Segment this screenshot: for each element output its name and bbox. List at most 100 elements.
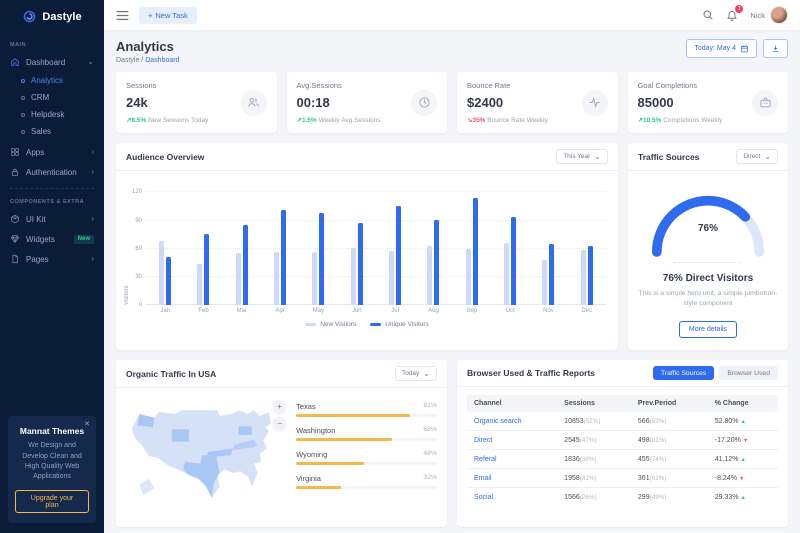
sidebar-item-dashboard[interactable]: Dashboard ⌄: [0, 52, 104, 72]
new-task-button[interactable]: + New Task: [139, 6, 197, 24]
bar-group: Aug: [414, 183, 452, 314]
state-percent: 32%: [423, 474, 437, 482]
state-name: Washington: [296, 426, 336, 436]
bar-group: Jan: [146, 183, 184, 314]
chevron-down-icon: ⌄: [764, 151, 771, 161]
table-row: Social 1566(26%) 299(49%) 29.33% ▲: [474, 493, 746, 501]
organic-traffic-card: Organic Traffic In USA Today ⌄: [116, 360, 447, 528]
state-alaska: [139, 479, 155, 496]
channel-link[interactable]: Email: [474, 474, 492, 482]
notification-badge: 1: [735, 5, 744, 13]
column-header: Channel: [467, 395, 558, 413]
tab-browser-used[interactable]: Browser Used: [719, 366, 778, 381]
stat-title: Sessions: [126, 81, 157, 90]
channel-link[interactable]: Social: [474, 493, 494, 501]
avatar: [770, 6, 788, 24]
tab-traffic-sources[interactable]: Traffic Sources: [652, 366, 715, 381]
stat-card-bounce-rate: Bounce Rate $2400 ↘35% Bounce Rate Weekl…: [457, 72, 618, 133]
sidebar-item-sales[interactable]: Sales: [0, 123, 104, 140]
progress-bar: [296, 486, 342, 490]
promo-text: We Design and Develop Clean and High Qua…: [22, 442, 82, 480]
search-button[interactable]: [702, 9, 714, 21]
sidebar-item-helpdesk[interactable]: Helpdesk: [0, 106, 104, 123]
stat-title: Goal Completions: [637, 81, 698, 90]
chevron-right-icon: ›: [91, 254, 94, 263]
user-menu[interactable]: Nick: [750, 6, 788, 24]
stat-card-goal-completions: Goal Completions 85000 ↗10.5% Completion…: [627, 72, 788, 133]
sidebar-item-label: Authentication: [26, 167, 77, 177]
chevron-right-icon: ›: [91, 214, 94, 223]
search-icon: [703, 10, 714, 20]
trend-caret-icon: ▲: [740, 494, 746, 501]
state-washington: [137, 414, 155, 428]
head-actions: Today: May 4: [686, 39, 788, 58]
channel-link[interactable]: Direct: [474, 436, 493, 444]
bar-group: Oct: [491, 183, 529, 314]
state-name: Wyoming: [296, 450, 328, 460]
card-title: Organic Traffic In USA: [126, 368, 217, 379]
bar-group: Feb: [184, 183, 222, 314]
brand[interactable]: Dastyle: [0, 0, 104, 34]
breadcrumb-current[interactable]: Dashboard: [145, 57, 180, 64]
brand-name: Dastyle: [42, 10, 82, 23]
bar-group: May: [299, 183, 337, 314]
chevron-down-icon: ⌄: [87, 57, 94, 66]
channel-link[interactable]: Referal: [474, 455, 497, 463]
page-content: Analytics Dastyle / Dashboard Today: May…: [104, 30, 800, 533]
date-range-button[interactable]: Today: May 4: [686, 39, 757, 58]
close-icon[interactable]: ✕: [84, 421, 90, 429]
stat-desc: Completions Weekly: [663, 117, 723, 124]
zoom-out-button[interactable]: −: [273, 417, 287, 431]
state-wyoming: [171, 429, 189, 443]
state-name: Virginia: [296, 474, 321, 484]
download-report-button[interactable]: [763, 39, 788, 58]
bullet-icon: [21, 112, 25, 117]
zoom-in-button[interactable]: +: [273, 400, 287, 414]
list-item: Wyoming 48%: [296, 450, 437, 466]
trend-caret-icon: ▼: [738, 475, 745, 482]
lock-icon: [11, 168, 19, 176]
dastyle-logo-icon: [24, 10, 36, 23]
state-pennsylvania: [238, 426, 252, 436]
channel-link[interactable]: Organic search: [474, 417, 522, 425]
table-row: Organic search 10853(52%) 566(92%) 52.80…: [467, 412, 778, 432]
progress-bar: [296, 462, 364, 466]
chevron-down-icon: ⌄: [594, 151, 601, 161]
trend-icon: ↗: [126, 117, 132, 124]
bar-group: Dec: [568, 183, 606, 314]
breadcrumb: Dastyle / Dashboard: [116, 57, 179, 64]
sidebar-item-analytics[interactable]: Analytics: [0, 72, 104, 89]
sidebar-item-ui-kit[interactable]: UI Kit ›: [0, 209, 104, 229]
trend-icon: ↗: [296, 117, 302, 124]
stat-value: 00:18: [296, 95, 330, 110]
menu-toggle-icon[interactable]: [116, 10, 129, 21]
list-item: Texas 81%: [296, 402, 437, 418]
sidebar-item-widgets[interactable]: Widgets New: [0, 229, 104, 249]
bullet-icon: [21, 129, 25, 134]
upgrade-plan-button[interactable]: Upgrade your plan: [15, 490, 89, 513]
organic-filter-select[interactable]: Today ⌄: [394, 366, 437, 382]
nav-section-components: COMPONENTS & EXTRA: [10, 199, 85, 205]
sidebar-item-apps[interactable]: Apps ›: [0, 142, 104, 162]
home-icon: [11, 58, 19, 66]
gauge-value-arc: [652, 196, 764, 257]
notifications-button[interactable]: 1: [726, 5, 744, 21]
more-details-button[interactable]: More details: [678, 321, 738, 339]
sidebar-item-pages[interactable]: Pages ›: [0, 249, 104, 269]
sidebar-item-crm[interactable]: CRM: [0, 89, 104, 106]
column-header: Prev.Period: [630, 395, 708, 413]
list-item: Virginia 32%: [296, 474, 437, 490]
traffic-filter-select[interactable]: Direct ⌄: [736, 149, 778, 164]
sub-item-label: CRM: [31, 93, 50, 102]
stat-value: $2400: [467, 95, 504, 110]
user-name: Nick: [750, 10, 765, 20]
breadcrumb-root[interactable]: Dastyle: [116, 57, 140, 64]
sidebar-item-authentication[interactable]: Authentication ›: [0, 162, 104, 182]
download-icon: [772, 45, 779, 52]
stat-value: 85000: [637, 95, 674, 110]
audience-filter-select[interactable]: This Year ⌄: [556, 149, 608, 164]
table-row: Direct 2545(47%) 498(81%) -17.20% ▼: [467, 430, 778, 451]
state-percent: 48%: [423, 450, 437, 458]
date-label: Today: May 4: [694, 45, 736, 52]
